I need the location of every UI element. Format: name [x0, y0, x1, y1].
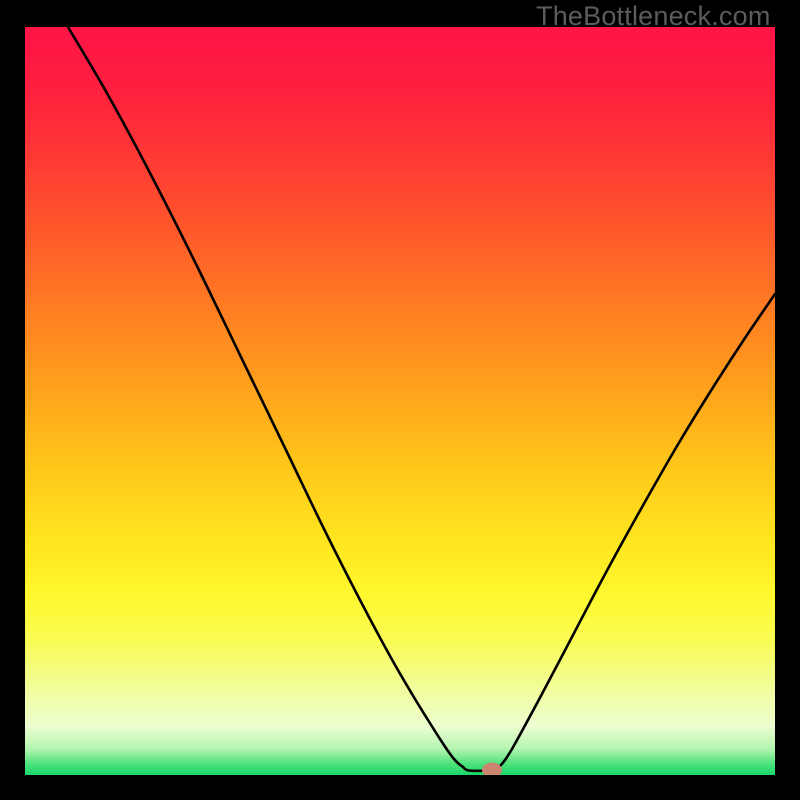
- gradient-background: [25, 27, 775, 775]
- bottleneck-chart: [0, 0, 800, 800]
- frame-bottom: [0, 775, 800, 800]
- frame-right: [775, 0, 800, 800]
- watermark-text: TheBottleneck.com: [536, 1, 771, 32]
- frame-left: [0, 0, 25, 800]
